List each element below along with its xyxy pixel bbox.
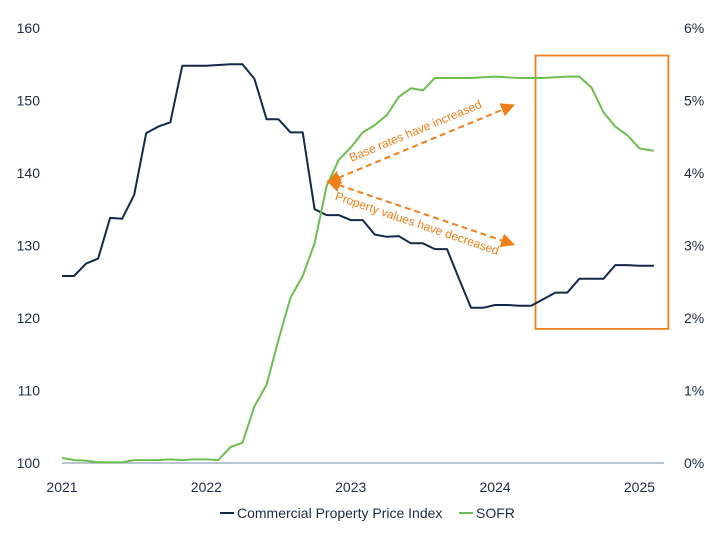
y-right-tick-label: 4%: [684, 165, 704, 181]
annotation-label-2: Property values have decreased: [333, 189, 500, 258]
y-right-tick-label: 2%: [684, 310, 704, 326]
y-right-tick-label: 1%: [684, 383, 704, 399]
y-right-tick-label: 5%: [684, 93, 704, 109]
cppi-series-line: [62, 63, 654, 309]
x-tick-label: 2021: [46, 479, 77, 495]
x-tick-label: 2022: [191, 479, 222, 495]
legend-label-sofr: SOFR: [476, 505, 515, 521]
sofr-series-line: [61, 75, 654, 464]
y-left-tick-label: 110: [18, 383, 41, 399]
y-left-tick-label: 100: [17, 455, 41, 471]
y-left-tick-label: 140: [17, 165, 41, 181]
x-tick-label: 2024: [480, 479, 511, 495]
y-right-tick-label: 6%: [684, 20, 704, 36]
y-left-tick-label: 150: [17, 93, 41, 109]
annotation-arrow-2: [326, 178, 516, 248]
y-left-tick-label: 120: [17, 310, 41, 326]
y-left-tick-label: 160: [17, 20, 41, 36]
annotation-label-1: Base rates have increased: [347, 97, 484, 164]
y-right-tick-label: 0%: [684, 455, 704, 471]
y-left-tick-label: 130: [17, 238, 41, 254]
legend-label-cppi: Commercial Property Price Index: [237, 505, 442, 521]
annotation-arrow-1: [326, 103, 516, 184]
highlight-box: [534, 54, 670, 330]
x-tick-label: 2023: [335, 479, 366, 495]
y-right-tick-label: 3%: [684, 238, 704, 254]
x-tick-label: 2025: [624, 479, 655, 495]
